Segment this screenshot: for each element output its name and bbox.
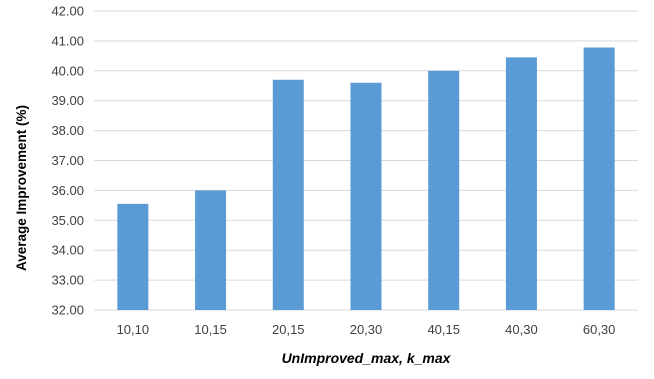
y-tick-label: 33.00 (51, 273, 84, 288)
bar-40-15 (428, 70, 460, 310)
x-axis-ticks: 10,10 10,15 20,15 20,30 40,15 40,30 60,30 (117, 322, 616, 337)
y-tick-label: 41.00 (51, 33, 84, 48)
x-tick-label: 20,15 (272, 322, 305, 337)
x-tick-label: 60,30 (583, 322, 616, 337)
bar-20-15 (272, 79, 304, 311)
y-tick-label: 42.00 (51, 4, 84, 19)
bar-20-30 (350, 82, 382, 310)
x-axis-title: UnImproved_max, k_max (282, 350, 452, 366)
x-tick-label: 10,15 (194, 322, 227, 337)
bar-10-10 (117, 203, 149, 310)
bars (117, 47, 615, 311)
y-tick-label: 37.00 (51, 153, 84, 168)
bar-60-30 (583, 47, 615, 311)
bar-10-15 (195, 190, 227, 310)
y-axis-ticks: 32.00 33.00 34.00 35.00 36.00 37.00 38.00 39.00… (51, 4, 84, 318)
x-tick-label: 40,30 (505, 322, 538, 337)
x-tick-label: 20,30 (350, 322, 383, 337)
y-tick-label: 40.00 (51, 63, 84, 78)
y-tick-label: 34.00 (51, 243, 84, 258)
y-tick-label: 35.00 (51, 213, 84, 228)
y-tick-label: 36.00 (51, 183, 84, 198)
y-tick-label: 39.00 (51, 93, 84, 108)
y-axis-title: Average Improvement (%) (14, 105, 29, 271)
x-tick-label: 10,10 (117, 322, 150, 337)
y-tick-label: 38.00 (51, 123, 84, 138)
y-tick-label: 32.00 (51, 303, 84, 318)
bar-40-30 (505, 57, 537, 310)
x-tick-label: 40,15 (427, 322, 460, 337)
